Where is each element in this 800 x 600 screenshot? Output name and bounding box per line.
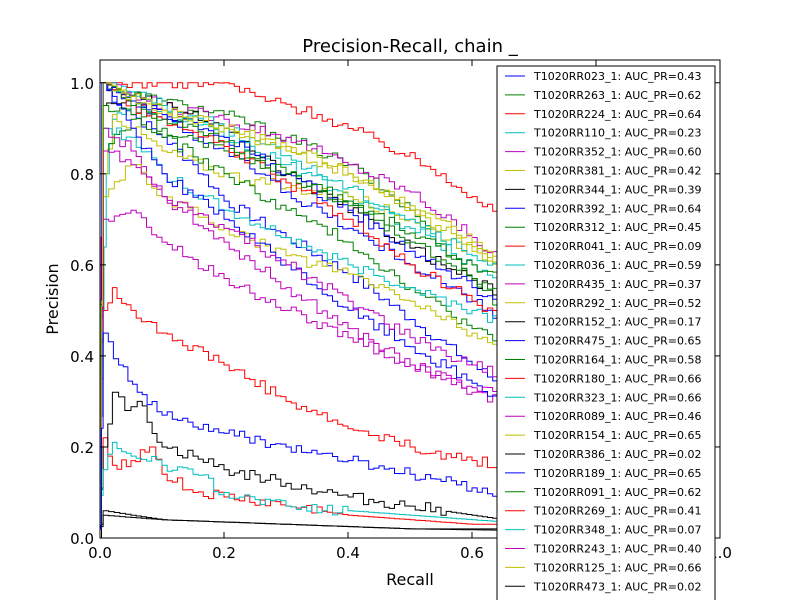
series-line [100, 82, 504, 512]
legend: T1020RR023_1: AUC_PR=0.43 T1020RR263_1: A… [496, 65, 716, 600]
legend-label: T1020RR475_1: AUC_PR=0.65 [533, 335, 701, 348]
legend-label: T1020RR154_1: AUC_PR=0.65 [533, 429, 701, 442]
legend-label: T1020RR392_1: AUC_PR=0.64 [533, 202, 701, 215]
legend-label: T1020RR091_1: AUC_PR=0.62 [533, 486, 701, 499]
legend-label: T1020RR269_1: AUC_PR=0.41 [533, 505, 701, 518]
legend-label: T1020RR473_1: AUC_PR=0.02 [533, 580, 701, 593]
legend-label: T1020RR344_1: AUC_PR=0.39 [533, 183, 701, 196]
series-line [100, 82, 504, 525]
legend-box [496, 65, 716, 600]
y-tick-label: 0.4 [70, 348, 94, 366]
y-tick-label: 0.0 [70, 530, 94, 548]
x-tick-label: 0.4 [336, 544, 360, 562]
y-tick-label: 1.0 [70, 75, 94, 93]
axes-frame [99, 59, 721, 539]
series-line [100, 82, 504, 525]
x-tick-label: 0.0 [88, 544, 112, 562]
legend-label: T1020RR386_1: AUC_PR=0.02 [533, 448, 701, 461]
series-line [100, 287, 504, 525]
chart-title: Precision-Recall, chain _ [302, 36, 518, 57]
series-line [100, 82, 504, 525]
legend-label: T1020RR243_1: AUC_PR=0.40 [533, 543, 701, 556]
legend-label: T1020RR152_1: AUC_PR=0.17 [533, 316, 701, 329]
x-axis-label: Recall [386, 570, 434, 589]
series-line [100, 82, 504, 516]
legend-label: T1020RR292_1: AUC_PR=0.52 [533, 297, 701, 310]
series-line [100, 82, 504, 525]
legend-label: T1020RR381_1: AUC_PR=0.42 [533, 165, 701, 178]
legend-label: T1020RR312_1: AUC_PR=0.45 [533, 221, 701, 234]
y-axis-label: Precision [43, 263, 62, 334]
legend-label: T1020RR036_1: AUC_PR=0.59 [533, 259, 701, 272]
series-line [100, 82, 504, 521]
legend-label: T1020RR041_1: AUC_PR=0.09 [533, 240, 701, 253]
legend-label: T1020RR125_1: AUC_PR=0.66 [533, 561, 701, 574]
series-line [100, 391, 504, 530]
y-tick-label: 0.2 [70, 439, 94, 457]
x-tick-label: 0.6 [460, 544, 484, 562]
series-line [100, 209, 504, 530]
legend-label: T1020RR352_1: AUC_PR=0.60 [533, 146, 701, 159]
plot-area [100, 82, 504, 539]
legend-label: T1020RR348_1: AUC_PR=0.07 [533, 524, 701, 537]
legend-label: T1020RR224_1: AUC_PR=0.64 [533, 108, 701, 121]
series-line [100, 332, 504, 530]
series-line [100, 514, 504, 539]
legend-label: T1020RR435_1: AUC_PR=0.37 [533, 278, 701, 291]
legend-label: T1020RR323_1: AUC_PR=0.66 [533, 391, 701, 404]
series-line [100, 118, 504, 530]
y-tick-label: 0.8 [70, 166, 94, 184]
legend-label: T1020RR089_1: AUC_PR=0.46 [533, 410, 701, 423]
legend-label: T1020RR110_1: AUC_PR=0.23 [533, 127, 701, 140]
legend-label: T1020RR164_1: AUC_PR=0.58 [533, 354, 701, 367]
series-line [100, 82, 504, 402]
series-line [100, 441, 504, 530]
series-line [100, 82, 504, 525]
legend-label: T1020RR263_1: AUC_PR=0.62 [533, 89, 701, 102]
x-tick-label: 0.2 [212, 544, 236, 562]
y-tick-label: 0.6 [70, 257, 94, 275]
series-line [100, 150, 504, 530]
legend-label: T1020RR180_1: AUC_PR=0.66 [533, 372, 701, 385]
legend-label: T1020RR023_1: AUC_PR=0.43 [533, 70, 701, 83]
legend-label: T1020RR189_1: AUC_PR=0.65 [533, 467, 701, 480]
series-line [100, 127, 504, 516]
